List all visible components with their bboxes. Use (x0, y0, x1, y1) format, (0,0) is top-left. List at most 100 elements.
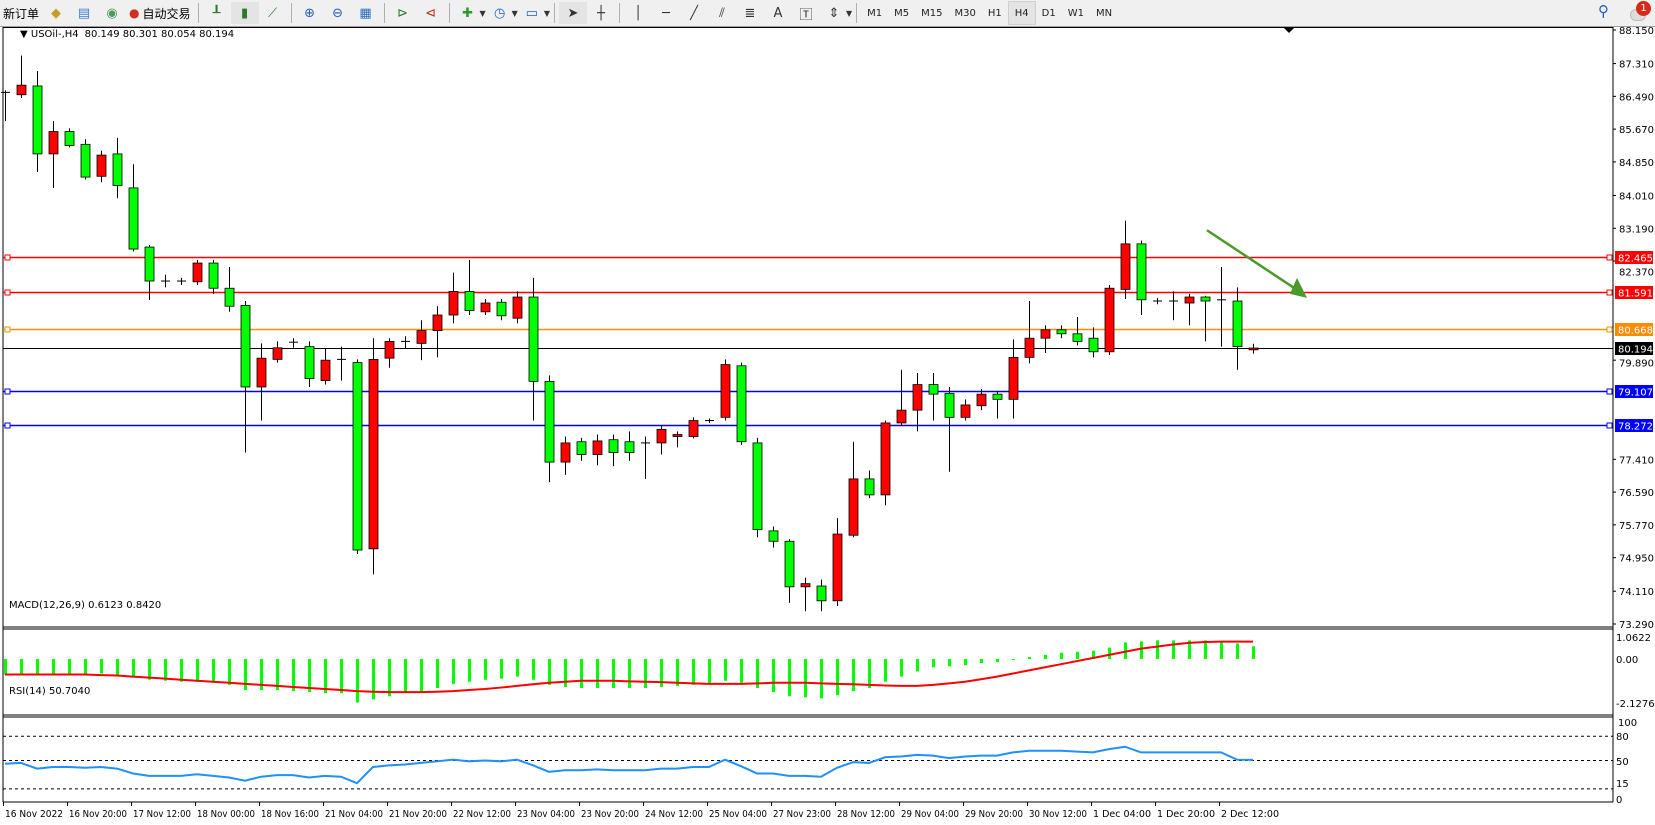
macd-label: MACD(12,26,9) 0.6123 0.8420 (9, 600, 161, 611)
line-anchor-icon (1606, 254, 1613, 261)
equidistant-channel-icon[interactable]: ⫽ (719, 5, 725, 21)
macd-histogram-bar (788, 659, 791, 697)
timeframe-mn[interactable]: MN (1095, 7, 1113, 19)
timeframe-h1[interactable]: H1 (987, 7, 1002, 19)
price-axis-label: 75.770 (1619, 521, 1654, 532)
search-icon[interactable]: ⚲ (1598, 2, 1609, 20)
new-order-button[interactable]: 新订单 (3, 6, 40, 21)
candle-body (224, 287, 235, 307)
candle-body (976, 393, 987, 407)
timeframe-w1[interactable]: W1 (1067, 7, 1084, 19)
timeframe-d1[interactable]: D1 (1041, 7, 1056, 19)
auto-trading-button[interactable]: ● 自动交易 (126, 2, 194, 24)
candle-body (592, 440, 603, 455)
macd-histogram-bar (404, 659, 407, 694)
macd-histogram-bar (708, 659, 711, 684)
candle-body (608, 439, 619, 453)
candle-body (688, 420, 699, 437)
candle-body (384, 340, 395, 359)
signals-icon[interactable]: ◉ (106, 5, 118, 21)
macd-histogram-bar (660, 659, 663, 687)
price-axis-label: 84.850 (1619, 158, 1654, 169)
macd-histogram-bar (1140, 641, 1143, 659)
candlestick-icon[interactable]: ▮ (230, 2, 259, 24)
price-axis-label: 88.150 (1619, 27, 1654, 37)
candle-body (1232, 300, 1243, 347)
notifications-button[interactable]: 1 (1630, 1, 1651, 21)
cursor-icon[interactable]: ➤ (558, 2, 587, 24)
line-chart-icon[interactable]: ⟋ (267, 5, 278, 21)
price-axis-label: 83.190 (1619, 224, 1654, 235)
text-label-icon[interactable]: 🅃 (799, 7, 813, 23)
candle-body (864, 478, 875, 496)
indicators-icon[interactable]: ✚ (462, 5, 473, 21)
time-axis-label: 23 Nov 20:00 (581, 809, 639, 820)
line-anchor-icon (1606, 326, 1613, 333)
candle-body (192, 262, 203, 283)
macd-histogram-bar (756, 659, 759, 688)
time-axis-label: 29 Nov 20:00 (965, 809, 1023, 820)
zoom-in-icon[interactable]: ⊕ (304, 5, 315, 21)
timeframe-m15[interactable]: M15 (921, 7, 943, 19)
chart-window[interactable]: 1.0622 0.00 -2.1276 100 80 50 15 0 88.150 87.310 8… (0, 27, 1655, 825)
line-anchor-icon (1606, 388, 1613, 395)
price-axis-label: 86.490 (1619, 92, 1654, 103)
vertical-line-icon[interactable]: │ (634, 5, 642, 21)
macd-histogram-bar (644, 659, 647, 688)
macd-histogram-bar (1012, 659, 1015, 661)
candle-body (848, 478, 859, 536)
candle-body (832, 533, 843, 602)
chevron-down-icon[interactable]: ▼ (845, 8, 853, 18)
horizontal-line-icon[interactable]: ─ (662, 5, 670, 21)
chevron-down-icon[interactable]: ▼ (511, 8, 518, 18)
candle-body (304, 346, 315, 379)
candle-body (208, 262, 219, 289)
time-axis-label: 21 Nov 04:00 (325, 809, 383, 820)
bid-price-label-box (1615, 342, 1653, 355)
macd-histogram-bar (676, 659, 679, 686)
arrows-icon[interactable]: ⇕ (828, 5, 840, 21)
fibonacci-icon[interactable]: ≣ (744, 5, 756, 21)
timeframe-m5[interactable]: M5 (894, 7, 910, 19)
line-anchor-icon (4, 289, 11, 296)
timeframe-m30[interactable]: M30 (954, 7, 976, 19)
trendline-icon[interactable]: ╱ (690, 5, 698, 21)
tile-windows-icon[interactable]: ▦ (359, 5, 372, 21)
macd-histogram-bar (596, 659, 599, 688)
timeframe-m1[interactable]: M1 (867, 7, 883, 19)
templates-icon[interactable]: ▭ (525, 5, 538, 21)
bar-chart-icon[interactable]: ┸ (212, 5, 221, 21)
auto-scroll-icon[interactable]: ⊲ (425, 5, 436, 21)
candle-body (736, 365, 747, 443)
time-axis-label: 22 Nov 12:00 (453, 809, 511, 820)
price-label-box (1615, 251, 1653, 264)
periods-icon[interactable]: ◷ (494, 5, 506, 21)
symbol-legend: ▼ USOil-,H4 80.149 80.301 80.054 80.194 (20, 29, 234, 40)
macd-histogram-bar (436, 659, 439, 688)
price-label: 80.668 (1618, 326, 1653, 337)
macd-histogram-bar (612, 659, 615, 688)
macd-axis-label: -2.1276 (1616, 699, 1655, 710)
zoom-out-icon[interactable]: ⊖ (332, 5, 343, 21)
crosshair-icon[interactable]: ┼ (597, 5, 605, 21)
timeframe-h4[interactable]: H4 (1007, 1, 1036, 25)
price-label-box (1615, 323, 1653, 336)
candle-body (1248, 347, 1259, 351)
market-watch-icon[interactable]: ◆ (51, 5, 62, 21)
chart-shift-marker-icon (1284, 28, 1294, 33)
candle-body (784, 540, 795, 588)
macd-histogram-bar (580, 659, 583, 688)
candle-body (656, 428, 667, 444)
time-axis-label: 21 Nov 20:00 (389, 809, 447, 820)
chevron-down-icon[interactable]: ▼ (479, 8, 486, 18)
candle-body (432, 314, 443, 331)
candle-body (64, 131, 75, 146)
chart-shift-icon[interactable]: ⊳ (397, 5, 408, 21)
price-axis-label: 85.670 (1619, 125, 1654, 136)
data-window-icon[interactable]: ▤ (77, 5, 91, 21)
chevron-down-icon[interactable]: ▼ (543, 8, 550, 18)
macd-histogram-bar (244, 659, 247, 691)
candle-body (560, 442, 571, 463)
text-icon[interactable]: A (773, 5, 783, 21)
macd-histogram-bar (900, 659, 903, 677)
